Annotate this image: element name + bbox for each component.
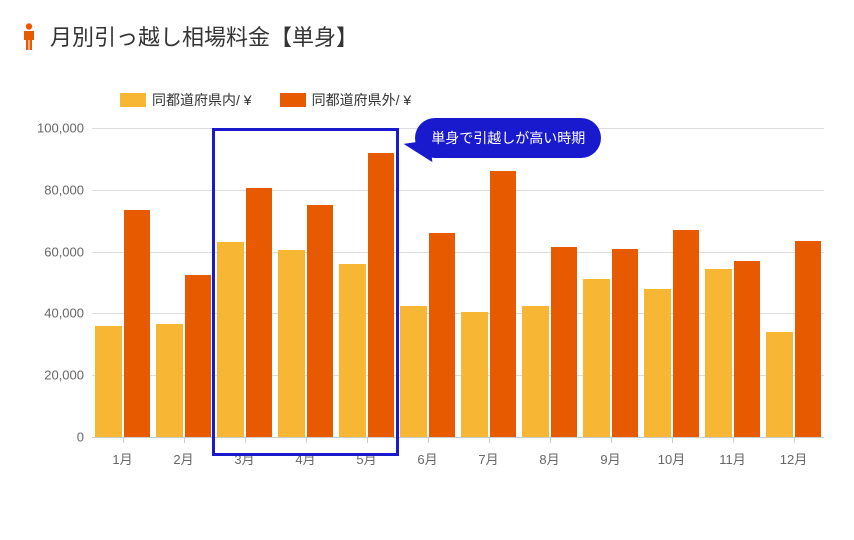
legend: 同都道府県内/ ¥ 同都道府県外/ ¥ xyxy=(0,60,854,118)
x-tick xyxy=(489,437,490,443)
bar-series1 xyxy=(461,312,488,437)
x-tick xyxy=(550,437,551,443)
chart-title: 月別引っ越し相場料金【単身】 xyxy=(50,20,358,52)
x-tick xyxy=(733,437,734,443)
bar-series2 xyxy=(368,153,395,437)
bars-container xyxy=(92,128,824,437)
bar-series1 xyxy=(522,306,549,437)
y-axis-label: 60,000 xyxy=(44,244,84,259)
bar-series2 xyxy=(124,210,151,437)
x-axis-label: 4月 xyxy=(275,449,336,468)
bar-series2 xyxy=(673,230,700,437)
bar-group xyxy=(92,128,153,437)
x-axis-label: 6月 xyxy=(397,449,458,468)
bar-group xyxy=(336,128,397,437)
bar-series1 xyxy=(766,332,793,437)
x-tick xyxy=(367,437,368,443)
x-tick xyxy=(123,437,124,443)
y-axis-label: 100,000 xyxy=(37,121,84,136)
bar-series1 xyxy=(278,250,305,437)
bar-group xyxy=(580,128,641,437)
x-axis-label: 3月 xyxy=(214,449,275,468)
bar-group xyxy=(763,128,824,437)
bar-series2 xyxy=(185,275,212,437)
bar-series1 xyxy=(156,324,183,437)
bar-group xyxy=(458,128,519,437)
legend-swatch-2 xyxy=(280,93,306,107)
bar-series2 xyxy=(795,241,822,437)
x-axis-label: 12月 xyxy=(763,449,824,468)
x-axis-label: 2月 xyxy=(153,449,214,468)
y-axis-label: 0 xyxy=(77,430,84,445)
bar-series2 xyxy=(734,261,761,437)
bar-series2 xyxy=(429,233,456,437)
x-axis-label: 5月 xyxy=(336,449,397,468)
bar-series2 xyxy=(307,205,334,437)
bar-series1 xyxy=(217,242,244,437)
x-tick xyxy=(794,437,795,443)
bar-series2 xyxy=(551,247,578,437)
x-axis-labels: 1月2月3月4月5月6月7月8月9月10月11月12月 xyxy=(92,449,824,468)
legend-label-2: 同都道府県外/ ¥ xyxy=(312,90,412,110)
person-icon xyxy=(18,22,40,50)
x-tick xyxy=(184,437,185,443)
x-axis-label: 8月 xyxy=(519,449,580,468)
legend-item-series1: 同都道府県内/ ¥ xyxy=(120,90,252,110)
legend-swatch-1 xyxy=(120,93,146,107)
x-axis-label: 1月 xyxy=(92,449,153,468)
chart-area: 020,00040,00060,00080,000100,000 1月2月3月4… xyxy=(0,118,854,478)
callout-tail xyxy=(404,140,433,165)
x-tick xyxy=(245,437,246,443)
bar-series2 xyxy=(246,188,273,437)
x-tick xyxy=(611,437,612,443)
bar-group xyxy=(275,128,336,437)
legend-label-1: 同都道府県内/ ¥ xyxy=(152,90,252,110)
bar-series1 xyxy=(95,326,122,437)
bar-series1 xyxy=(644,289,671,437)
y-axis-label: 20,000 xyxy=(44,368,84,383)
x-tick xyxy=(428,437,429,443)
bar-series1 xyxy=(583,279,610,437)
bar-group xyxy=(702,128,763,437)
bar-group xyxy=(641,128,702,437)
bar-group xyxy=(153,128,214,437)
bar-series2 xyxy=(490,171,517,437)
bar-series1 xyxy=(705,269,732,437)
y-axis-label: 80,000 xyxy=(44,182,84,197)
x-tick xyxy=(672,437,673,443)
x-axis-label: 7月 xyxy=(458,449,519,468)
x-tick xyxy=(306,437,307,443)
x-axis-label: 10月 xyxy=(641,449,702,468)
callout-bubble: 単身で引越しが高い時期 xyxy=(415,118,601,158)
bar-group xyxy=(519,128,580,437)
bar-group xyxy=(397,128,458,437)
bar-group xyxy=(214,128,275,437)
legend-item-series2: 同都道府県外/ ¥ xyxy=(280,90,412,110)
callout-text: 単身で引越しが高い時期 xyxy=(431,130,585,146)
bar-series1 xyxy=(400,306,427,437)
bar-series1 xyxy=(339,264,366,437)
chart-header: 月別引っ越し相場料金【単身】 xyxy=(0,0,854,60)
y-axis-label: 40,000 xyxy=(44,306,84,321)
x-axis-label: 9月 xyxy=(580,449,641,468)
callout: 単身で引越しが高い時期 xyxy=(415,118,601,158)
bar-series2 xyxy=(612,249,639,437)
plot-area: 020,00040,00060,00080,000100,000 xyxy=(92,128,824,438)
x-axis-label: 11月 xyxy=(702,449,763,468)
